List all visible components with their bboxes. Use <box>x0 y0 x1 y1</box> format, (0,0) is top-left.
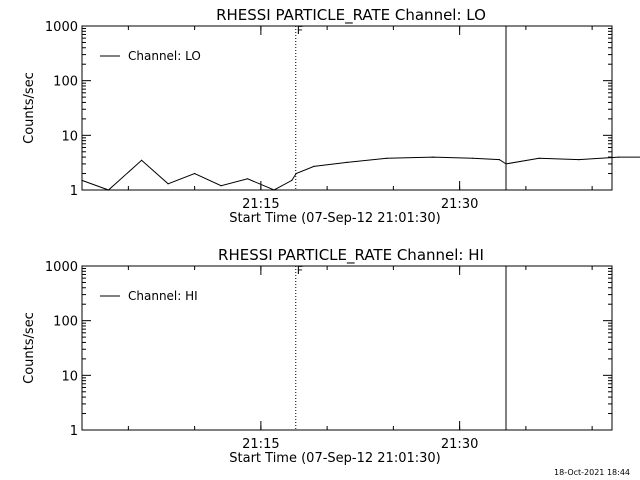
x-axis-label: Start Time (07-Sep-12 21:01:30) <box>229 451 440 466</box>
y-tick-label: 1 <box>70 424 78 439</box>
event-marker-label: F <box>297 24 303 37</box>
data-point <box>618 156 620 158</box>
x-tick-label: 21:15 <box>242 197 279 212</box>
data-point <box>194 172 196 175</box>
x-tick-label: 21:15 <box>242 437 279 452</box>
chart-title: RHESSI PARTICLE_RATE Channel: LO <box>216 6 486 25</box>
data-point <box>498 159 500 161</box>
data-point <box>578 159 580 161</box>
data-point <box>220 185 222 187</box>
footer-timestamp: 18-Oct-2021 18:44 <box>554 468 630 477</box>
data-point <box>346 161 348 163</box>
y-tick-label: 100 <box>53 315 78 330</box>
y-axis-label: Counts/sec <box>22 312 37 384</box>
x-tick-label: 21:30 <box>441 197 478 212</box>
y-axis-label: Counts/sec <box>22 72 37 144</box>
x-tick-label: 21:30 <box>441 437 478 452</box>
plot-frame <box>81 25 613 191</box>
data-point <box>141 159 143 161</box>
series-line <box>81 156 640 191</box>
chart-title: RHESSI PARTICLE_RATE Channel: HI <box>218 246 484 265</box>
data-point <box>247 178 249 180</box>
y-tick-label: 100 <box>53 75 78 90</box>
data-point <box>107 189 110 191</box>
y-tick-label: 1 <box>70 184 78 199</box>
data-point <box>167 183 169 185</box>
event-marker-label: F <box>297 264 303 277</box>
x-axis-label: Start Time (07-Sep-12 21:01:30) <box>229 211 440 226</box>
plot-frame <box>81 265 613 431</box>
y-tick-label: 1000 <box>45 260 78 275</box>
data-point <box>291 179 293 181</box>
data-point <box>472 157 474 159</box>
data-point <box>505 163 507 165</box>
y-tick-label: 10 <box>61 129 78 144</box>
data-point <box>313 165 315 167</box>
data-point <box>538 157 540 159</box>
y-tick-label: 1000 <box>45 20 78 35</box>
data-point <box>386 157 388 159</box>
data-point <box>81 179 83 181</box>
data-point <box>295 172 297 175</box>
data-point <box>432 156 434 158</box>
legend-entry: Channel: LO <box>128 49 201 63</box>
data-point <box>273 189 275 191</box>
y-tick-label: 10 <box>61 369 78 384</box>
legend-entry: Channel: HI <box>128 289 198 303</box>
